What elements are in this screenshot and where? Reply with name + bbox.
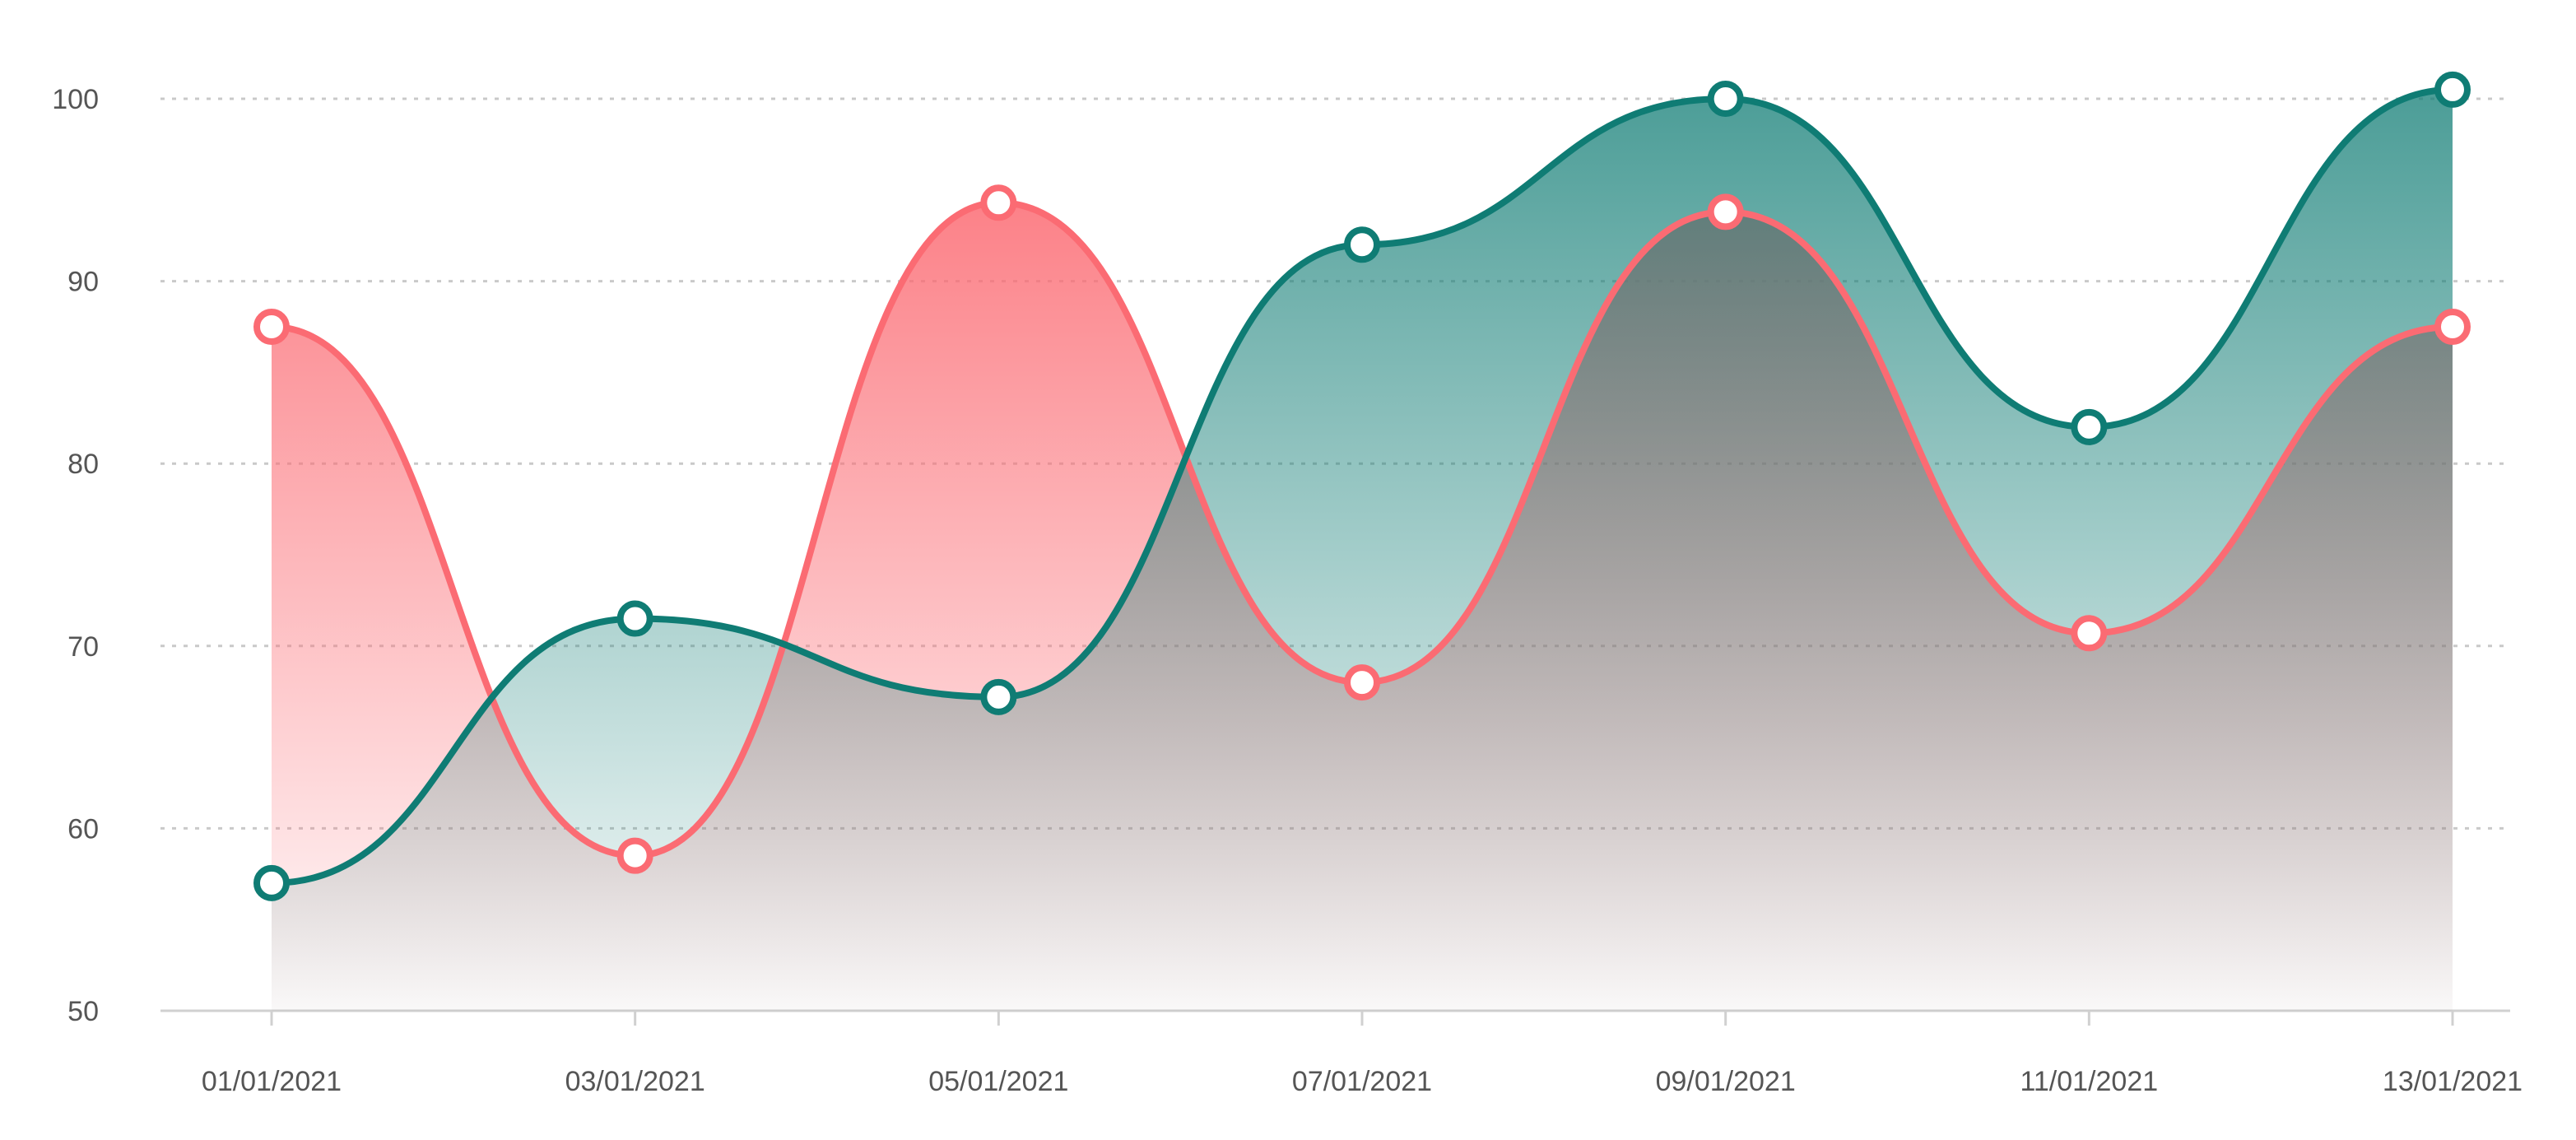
series-0-point-1[interactable]	[616, 837, 653, 874]
x-tick-label: 01/01/2021	[202, 1066, 342, 1097]
y-tick-label: 50	[67, 996, 99, 1027]
series-1-point-0[interactable]	[253, 864, 290, 901]
series-areas	[272, 89, 2453, 1011]
series-1-point-5[interactable]	[2071, 408, 2108, 445]
x-tick-label: 07/01/2021	[1292, 1066, 1432, 1097]
series-1-point-3[interactable]	[1344, 226, 1380, 263]
series-1-point-4[interactable]	[1707, 81, 1744, 117]
series-0-point-0[interactable]	[253, 309, 290, 345]
y-tick-label: 60	[67, 813, 99, 845]
y-tick-label: 80	[67, 449, 99, 480]
series-0-point-3[interactable]	[1344, 664, 1380, 701]
series-1-point-1[interactable]	[616, 600, 653, 637]
series-1-point-2[interactable]	[980, 678, 1017, 715]
y-tick-label: 100	[52, 84, 99, 115]
data-points	[253, 71, 2471, 901]
x-tick-label: 03/01/2021	[565, 1066, 705, 1097]
y-tick-label: 70	[67, 631, 99, 663]
axis-labels: 50 60 70 80 90 100 01/01/2021 03/01/2021 05/01/2…	[52, 84, 2523, 1097]
x-tick-label: 11/01/2021	[2020, 1066, 2159, 1097]
series-0-point-2[interactable]	[980, 184, 1017, 221]
series-0-point-5[interactable]	[2071, 615, 2108, 652]
series-1-point-6[interactable]	[2434, 71, 2471, 108]
x-tick-label: 09/01/2021	[1656, 1066, 1796, 1097]
series-1-area	[272, 89, 2453, 1011]
x-tick-label: 13/01/2021	[2383, 1066, 2523, 1097]
x-tick-label: 05/01/2021	[928, 1066, 1068, 1097]
y-tick-label: 90	[67, 267, 99, 298]
series-0-point-6[interactable]	[2434, 309, 2471, 345]
series-0-point-4[interactable]	[1707, 193, 1744, 230]
